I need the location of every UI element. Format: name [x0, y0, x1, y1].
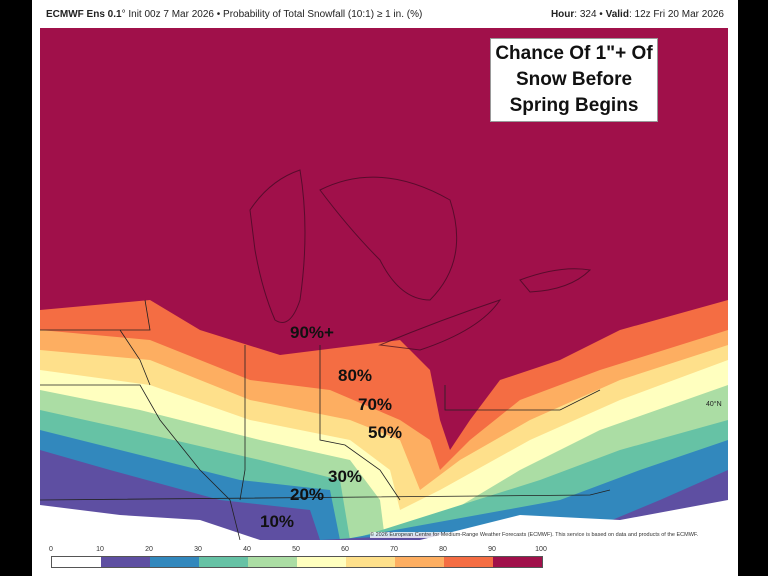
legend-swatch	[493, 557, 542, 567]
latitude-label: 40°N	[706, 400, 722, 408]
header-left: ECMWF Ens 0.1° Init 00z 7 Mar 2026 • Pro…	[46, 9, 422, 20]
map-frame: ECMWF Ens 0.1° Init 00z 7 Mar 2026 • Pro…	[32, 0, 738, 576]
legend-swatch	[101, 557, 150, 567]
legend-swatch	[248, 557, 297, 567]
hour-label: Hour	[550, 9, 575, 20]
legend-swatch	[346, 557, 395, 567]
probability-label: 10%	[260, 512, 294, 531]
annotation-box: Chance Of 1"+ Of Snow Before Spring Begi…	[490, 38, 658, 122]
legend-tick-label: 70	[390, 546, 398, 553]
init-time: Init 00z 7 Mar 2026	[128, 9, 214, 20]
lake-erie	[378, 299, 502, 351]
legend-tick-label: 100	[535, 546, 547, 553]
valid-value: : 12z Fri 20 Mar 2026	[628, 9, 724, 20]
product-name: • Probability of Total Snowfall (10:1) ≥…	[216, 9, 423, 20]
probability-label: 30%	[328, 467, 362, 486]
legend-swatch	[150, 557, 199, 567]
lake-outlines	[249, 169, 592, 351]
annotation-line-2: Snow Before	[515, 69, 633, 90]
color-legend	[51, 556, 543, 568]
legend-swatch	[444, 557, 493, 567]
band-10-20	[40, 450, 728, 540]
lake-huron	[319, 176, 458, 301]
legend-tick-label: 60	[341, 546, 349, 553]
state-borders	[40, 299, 611, 540]
legend-swatch	[52, 557, 101, 567]
probability-label: 20%	[290, 485, 324, 504]
model-suffix: °	[121, 9, 126, 20]
legend-tick-label: 20	[145, 546, 153, 553]
probability-label: 80%	[338, 366, 372, 385]
legend-tick-label: 40	[243, 546, 251, 553]
annotation-line-3: Spring Begins	[509, 95, 639, 116]
band-0-10-southeast	[420, 500, 728, 540]
probability-label: 70%	[358, 395, 392, 414]
valid-label: Valid	[605, 9, 629, 20]
hour-value: : 324 •	[574, 9, 603, 20]
lake-ontario	[519, 268, 592, 293]
legend-swatch	[395, 557, 444, 567]
legend-tick-label: 30	[194, 546, 202, 553]
legend-tick-label: 0	[49, 546, 53, 553]
legend-swatch	[199, 557, 248, 567]
legend-tick-label: 10	[96, 546, 104, 553]
header-right: Hour: 324 • Valid: 12z Fri 20 Mar 2026	[551, 9, 724, 20]
probability-label: 50%	[368, 423, 402, 442]
band-0-10	[40, 505, 260, 540]
probability-label: 90%+	[290, 323, 334, 342]
copyright-notice: © 2026 European Centre for Medium-Range …	[370, 532, 699, 538]
annotation-line-1: Chance Of 1"+ Of	[495, 43, 653, 64]
model-name: ECMWF Ens 0.1	[46, 9, 122, 20]
legend-tick-label: 80	[439, 546, 447, 553]
legend-swatch	[297, 557, 346, 567]
legend-tick-label: 90	[488, 546, 496, 553]
legend-tick-label: 50	[292, 546, 300, 553]
lake-michigan	[249, 169, 306, 323]
